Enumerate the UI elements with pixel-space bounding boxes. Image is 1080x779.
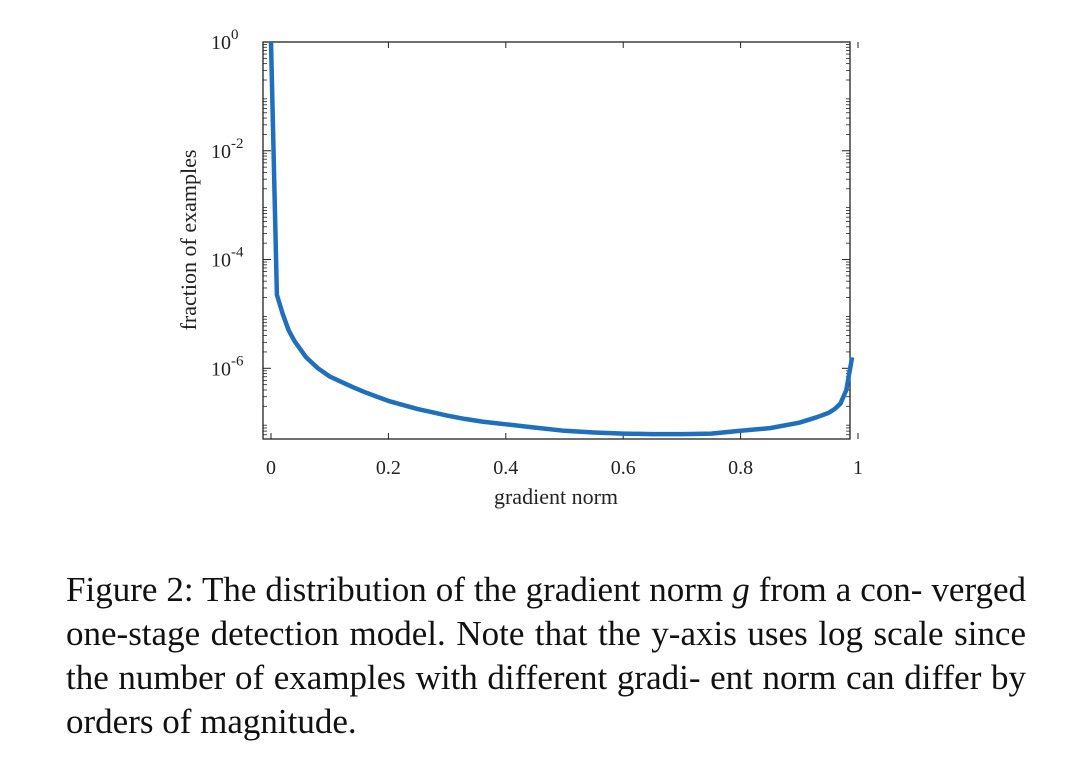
x-tick-label: 0.2 [376,457,401,479]
y-tick-label: 10-4 [211,245,244,272]
y-tick-labels: 10-6 10-4 10-2 100 [211,27,244,380]
line-chart: 0 0.2 0.4 0.6 0.8 1 10-6 10-4 10-2 100 gradient … [176,27,863,509]
caption-label: Figure 2: [66,570,194,609]
caption-symbol: g [732,570,750,609]
y-tick-label: 10-2 [211,136,244,163]
y-tick-label: 100 [211,27,239,54]
figure-caption: Figure 2: The distribution of the gradie… [66,568,1026,744]
x-tick-label: 0.4 [493,457,518,479]
plot-area [262,41,851,440]
x-tick-label: 0.6 [611,457,636,479]
caption-text-pre: The distribution of the gradient norm [201,570,724,609]
x-tick-label: 0 [266,457,276,479]
x-tick-label: 1 [853,457,863,479]
caption-text-post: from a con- verged one-stage detection m… [66,570,1027,741]
minor-tick-marks [263,44,850,436]
series-line [268,41,855,437]
y-tick-label: 10-6 [211,353,244,380]
y-axis-title: fraction of examples [176,150,201,331]
x-tick-labels: 0 0.2 0.4 0.6 0.8 1 [266,457,863,479]
x-axis-title: gradient norm [494,484,618,509]
series-layer [268,41,855,437]
major-tick-marks [263,41,859,439]
x-tick-label: 0.8 [728,457,753,479]
